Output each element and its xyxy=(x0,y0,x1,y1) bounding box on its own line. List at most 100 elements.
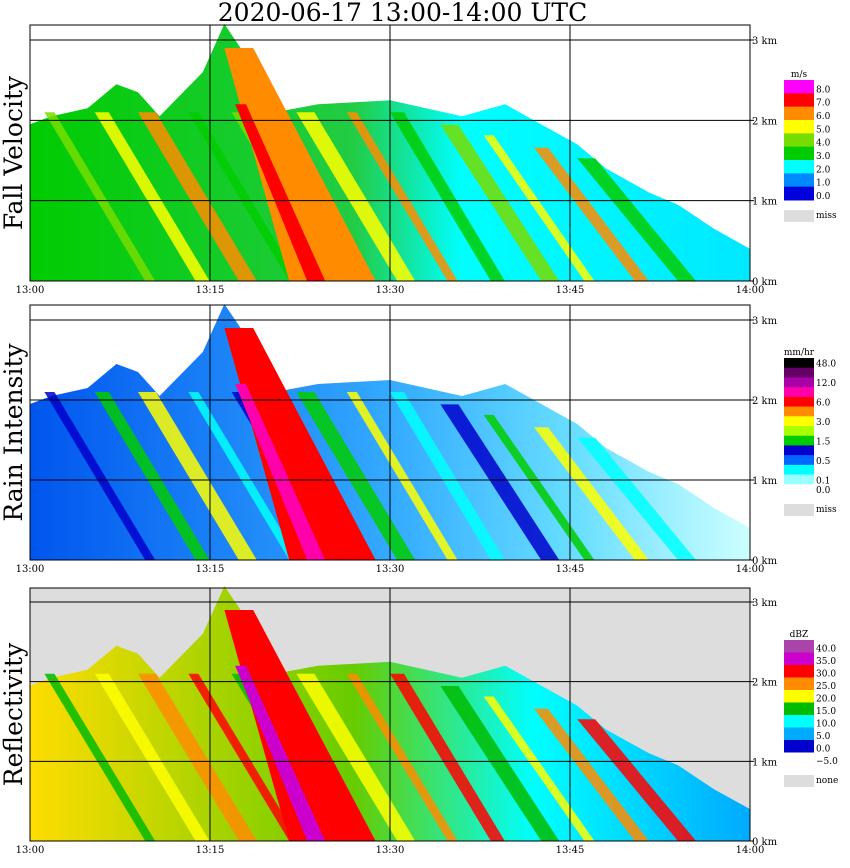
x-tick-label: 13:00 xyxy=(16,564,45,575)
y-axis-label: Rain Intensity xyxy=(0,342,28,521)
fall-streak xyxy=(577,437,696,560)
y-tick-label: 1 km xyxy=(752,757,778,768)
fall-streak xyxy=(188,112,300,281)
y-tick-label: 3 km xyxy=(752,36,778,47)
x-tick-label: 13:15 xyxy=(196,564,225,575)
legend-swatch xyxy=(784,160,814,174)
legend-missing-label: miss xyxy=(816,211,837,221)
fall-velocity-panel: 13:00 13:15 13:30 13:45 14:000 km 1 km 2 km 3 k… xyxy=(0,23,837,296)
y-tick-label: 0 km xyxy=(752,837,778,848)
chart-title: 2020-06-17 13:00-14:00 UTC xyxy=(217,0,588,27)
plot-frame xyxy=(29,304,751,561)
legend-unit: m/s xyxy=(791,70,808,80)
legend-label: 12.0 xyxy=(816,379,836,389)
legend-swatch xyxy=(784,665,814,678)
legend-label: 5.0 xyxy=(816,732,831,742)
legend-swatch xyxy=(784,387,814,398)
y-axis-label: Reflectivity xyxy=(0,642,28,786)
x-tick-label: 13:45 xyxy=(556,845,585,856)
legend-swatch xyxy=(784,396,814,408)
fall-streak xyxy=(296,673,416,841)
fall-streak xyxy=(138,392,257,560)
y-tick-label: 0 km xyxy=(752,277,778,288)
legend-swatch xyxy=(784,173,814,188)
storm-core-inner xyxy=(235,665,326,841)
x-tick-label: 13:15 xyxy=(196,285,225,296)
fall-streak xyxy=(534,708,649,841)
legend-swatch xyxy=(784,677,814,691)
legend-swatch xyxy=(784,426,814,437)
storm-core xyxy=(224,328,376,560)
legend-swatch xyxy=(784,416,814,427)
legend-label: 3.0 xyxy=(816,418,831,428)
reflectivity-panel: 13:00 13:15 13:30 13:45 14:000 km 1 km 2 km 3 k… xyxy=(0,586,838,856)
fall-streak xyxy=(534,147,649,281)
fall-streak xyxy=(440,404,560,560)
x-tick-label: 14:00 xyxy=(736,285,765,296)
legend-missing-swatch xyxy=(784,504,814,516)
y-tick-label: 3 km xyxy=(752,316,778,327)
legend-label: 1.0 xyxy=(816,179,831,189)
fall-streak xyxy=(390,673,505,841)
x-tick-label: 14:00 xyxy=(736,564,765,575)
legend-label: 35.0 xyxy=(816,657,836,667)
legend-swatch xyxy=(784,752,814,766)
legend-label: 0.5 xyxy=(816,457,831,467)
legend-swatch xyxy=(784,406,814,417)
storm-core-inner xyxy=(235,104,326,282)
legend-swatch xyxy=(784,740,814,753)
fall-streak xyxy=(390,112,505,281)
fall-streak xyxy=(296,392,416,560)
legend-label: −5.0 xyxy=(816,757,838,767)
fall-streak xyxy=(296,112,416,281)
x-tick-label: 14:00 xyxy=(736,845,765,856)
legend-swatch xyxy=(784,715,814,728)
fall-streak xyxy=(346,673,458,841)
y-tick-label: 2 km xyxy=(752,396,778,407)
legend-label: 10.0 xyxy=(816,720,836,730)
x-tick-label: 13:30 xyxy=(376,285,405,296)
fall-streak xyxy=(534,427,649,560)
legend-swatch xyxy=(784,93,814,108)
fall-streak xyxy=(483,135,595,281)
fall-streak xyxy=(188,392,300,560)
y-tick-label: 3 km xyxy=(752,598,778,609)
storm-core-inner xyxy=(235,384,326,560)
legend-label: 40.0 xyxy=(816,645,836,655)
legend-missing-label: miss xyxy=(816,505,837,515)
fall-streak xyxy=(483,696,595,841)
legend-label: 0.0 xyxy=(816,192,831,202)
y-axis-label: Fall Velocity xyxy=(0,75,28,230)
legend-swatch xyxy=(784,358,814,369)
x-tick-label: 13:45 xyxy=(556,564,585,575)
legend-swatch xyxy=(784,146,814,161)
legend-label: 8.0 xyxy=(816,85,831,95)
legend-label: 20.0 xyxy=(816,695,836,705)
legend-swatch xyxy=(784,690,814,703)
legend-missing-label: none xyxy=(816,776,838,786)
legend-swatch xyxy=(784,367,814,378)
y-tick-label: 1 km xyxy=(752,476,778,487)
fall-streak xyxy=(346,392,458,560)
legend-label: 6.0 xyxy=(816,112,831,122)
legend-swatch xyxy=(784,474,814,485)
fall-streak xyxy=(390,392,505,560)
legend-swatch xyxy=(784,80,814,94)
fall-streak xyxy=(346,112,458,281)
fall-streak xyxy=(44,112,156,281)
fall-streak xyxy=(138,673,257,841)
legend-label: 15.0 xyxy=(816,707,836,717)
legend-label: 0.0 xyxy=(816,745,831,755)
legend-label: 30.0 xyxy=(816,670,836,680)
x-tick-label: 13:30 xyxy=(376,845,405,856)
legend-label: 3.0 xyxy=(816,152,831,162)
fall-streak xyxy=(44,392,156,560)
legend-label: 7.0 xyxy=(816,99,831,109)
fall-streak xyxy=(138,112,257,281)
fall-streak xyxy=(440,124,560,282)
y-tick-label: 2 km xyxy=(752,678,778,689)
fall-streak xyxy=(94,112,210,281)
fall-streak xyxy=(94,392,210,560)
legend-swatch xyxy=(784,652,814,666)
